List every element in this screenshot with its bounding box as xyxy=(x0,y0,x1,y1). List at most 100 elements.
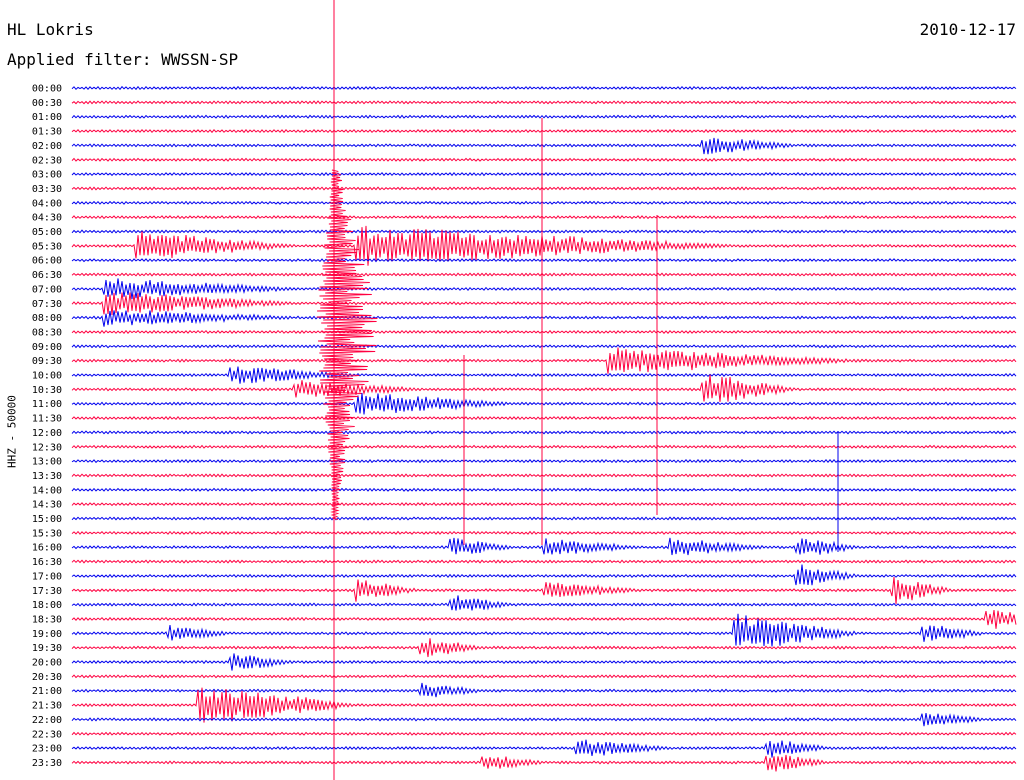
trace-row xyxy=(71,310,1017,327)
row-label: 05:00 xyxy=(32,227,62,238)
row-label: 17:30 xyxy=(32,586,62,597)
trace-row xyxy=(71,687,1017,723)
trace-row xyxy=(71,215,1017,220)
row-label: 16:30 xyxy=(32,557,62,568)
row-label: 22:00 xyxy=(32,715,62,726)
trace-row xyxy=(71,537,1017,556)
row-label: 13:00 xyxy=(32,457,62,468)
trace-row xyxy=(71,559,1017,564)
trace-row xyxy=(71,292,1017,316)
row-label: 21:00 xyxy=(32,686,62,697)
trace-row xyxy=(71,200,1017,205)
trace-row xyxy=(71,347,1017,374)
row-label: 01:00 xyxy=(32,112,62,123)
trace-row xyxy=(71,713,1017,727)
trace-row xyxy=(71,682,1017,698)
trace-row xyxy=(71,473,1017,478)
row-label: 19:00 xyxy=(32,629,62,640)
row-label: 20:00 xyxy=(32,658,62,669)
row-label: 18:00 xyxy=(32,600,62,611)
trace-row xyxy=(71,415,1017,421)
trace-row xyxy=(71,85,1017,91)
row-label: 23:30 xyxy=(32,758,62,769)
row-label: 11:30 xyxy=(32,414,62,425)
trace-row xyxy=(71,225,1017,266)
trace-row xyxy=(71,157,1017,162)
trace-row xyxy=(71,502,1017,507)
row-label: 03:30 xyxy=(32,184,62,195)
row-label: 15:00 xyxy=(32,514,62,525)
row-label: 10:30 xyxy=(32,385,62,396)
trace-row xyxy=(71,754,1017,772)
trace-row xyxy=(71,653,1017,671)
row-label: 04:30 xyxy=(32,213,62,224)
row-label: 18:30 xyxy=(32,614,62,625)
filter-label: Applied filter: WWSSN-SP xyxy=(7,50,239,69)
row-label: 06:00 xyxy=(32,256,62,267)
trace-row xyxy=(71,576,1017,604)
trace-row xyxy=(71,392,1017,415)
trace-row xyxy=(71,487,1017,492)
row-label: 06:30 xyxy=(32,270,62,281)
trace-row xyxy=(71,595,1017,611)
row-label: 14:00 xyxy=(32,485,62,496)
row-label: 17:00 xyxy=(32,571,62,582)
row-label: 16:00 xyxy=(32,543,62,554)
row-label: 02:30 xyxy=(32,155,62,166)
trace-row xyxy=(71,329,1017,334)
trace-row xyxy=(71,278,1017,300)
date-label: 2010-12-17 xyxy=(919,20,1016,39)
row-label: 01:30 xyxy=(32,127,62,138)
trace-row xyxy=(71,613,1017,647)
row-label: 07:00 xyxy=(32,284,62,295)
row-label: 12:30 xyxy=(32,442,62,453)
row-label: 20:30 xyxy=(32,672,62,683)
trace-row xyxy=(71,444,1017,449)
trace-row xyxy=(71,100,1017,105)
trace-row xyxy=(71,229,1017,234)
row-label: 14:30 xyxy=(32,500,62,511)
trace-row xyxy=(71,366,1017,384)
station-title: HL Lokris xyxy=(7,20,94,39)
row-label: 00:30 xyxy=(32,98,62,109)
row-label: 00:00 xyxy=(32,84,62,95)
row-label: 19:30 xyxy=(32,643,62,654)
trace-row xyxy=(71,114,1017,119)
trace-row xyxy=(71,739,1017,758)
trace-row xyxy=(71,344,1017,349)
row-label: 22:30 xyxy=(32,729,62,740)
row-label: 08:00 xyxy=(32,313,62,324)
row-label: 21:30 xyxy=(32,701,62,712)
trace-row xyxy=(71,674,1017,679)
trace-row xyxy=(71,258,1017,263)
row-label: 07:30 xyxy=(32,299,62,310)
row-label: 12:00 xyxy=(32,428,62,439)
row-label: 02:00 xyxy=(32,141,62,152)
row-label: 04:00 xyxy=(32,198,62,209)
row-label: 05:30 xyxy=(32,241,62,252)
row-label: 09:30 xyxy=(32,356,62,367)
trace-row xyxy=(71,430,1017,435)
row-label: 23:00 xyxy=(32,744,62,755)
row-label: 10:00 xyxy=(32,371,62,382)
trace-row xyxy=(71,186,1017,191)
row-label: 11:00 xyxy=(32,399,62,410)
row-label: 15:30 xyxy=(32,528,62,539)
trace-row xyxy=(71,564,1017,586)
row-label: 03:00 xyxy=(32,170,62,181)
row-label: 08:30 xyxy=(32,327,62,338)
trace-row xyxy=(71,137,1017,155)
trace-row xyxy=(71,374,1017,402)
trace-row xyxy=(71,731,1017,736)
row-label: 09:00 xyxy=(32,342,62,353)
trace-row xyxy=(71,610,1017,629)
row-label: 13:30 xyxy=(32,471,62,482)
trace-row xyxy=(71,530,1017,535)
trace-row xyxy=(71,272,1017,277)
trace-row xyxy=(71,516,1017,521)
trace-row xyxy=(71,638,1017,658)
earthquake-burst xyxy=(316,169,378,520)
trace-row xyxy=(71,129,1017,134)
trace-row xyxy=(71,171,1017,177)
